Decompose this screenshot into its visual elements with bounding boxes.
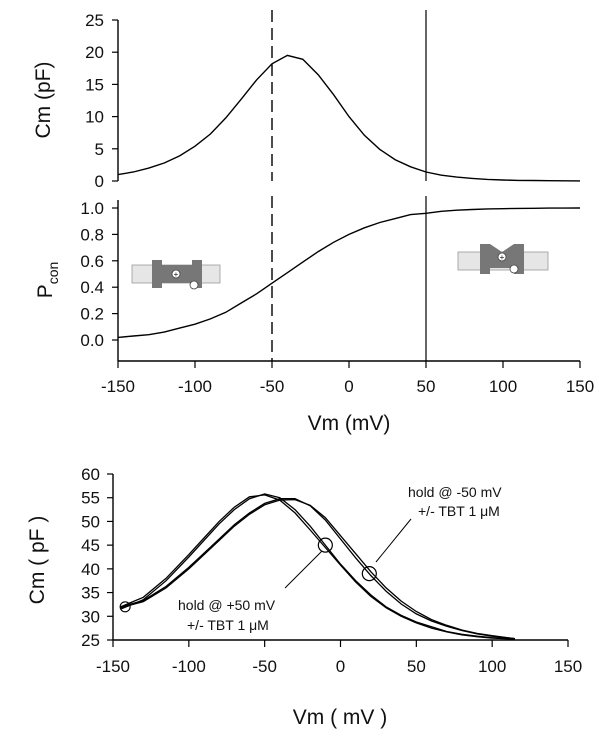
top-y-label: Cm (pF)	[32, 62, 55, 139]
annotation-leader-minus50	[375, 518, 412, 563]
start-marker	[119, 601, 131, 613]
bot-cm-series-1	[120, 494, 515, 640]
bottom-panel: 25 30 35 40 45 50 55 60 -150 -100 -50 0 50 100 150 Cm…	[26, 465, 582, 729]
top-y-tick-label: 10	[85, 108, 104, 127]
annotation-leader-plus50	[284, 550, 323, 589]
mid-x-tick-label: -50	[260, 377, 285, 396]
svg-text:+: +	[174, 270, 179, 279]
top-y-ticks: 0 5 10 15 20 25	[85, 11, 118, 191]
mid-y-label-main: P	[34, 284, 57, 298]
bot-x-tick-label: -50	[252, 657, 277, 676]
mid-x-label: Vm (mV)	[308, 412, 391, 435]
mid-pcon-curve	[117, 207, 581, 339]
mid-y-tick-label: 0.2	[80, 305, 104, 324]
mid-x-tick-label: -150	[101, 377, 135, 396]
bot-y-tick-label: 30	[81, 607, 100, 626]
top-y-tick-label: 25	[85, 11, 104, 30]
annotation-marker-plus50	[317, 537, 333, 553]
bot-y-tick-label: 50	[81, 512, 100, 531]
bot-y-tick-label: 35	[81, 584, 100, 603]
top-panel: 0 5 10 15 20 25 Cm (pF)	[32, 10, 581, 191]
bot-y-tick-label: 40	[81, 560, 100, 579]
middle-panel: 0.00.20.40.60.81.0 -150 -100 -50 0 50 100 150 …	[34, 196, 594, 435]
annotation-minus50-line2: +/- TBT 1 μM	[418, 503, 500, 519]
bot-cm-series-3	[120, 498, 515, 640]
top-y-tick-label: 20	[85, 43, 104, 62]
top-y-tick-label: 15	[85, 75, 104, 94]
bot-x-label: Vm ( mV )	[293, 706, 388, 729]
mid-x-tick-label: 100	[489, 377, 517, 396]
bot-x-tick-label: 50	[407, 657, 426, 676]
mid-x-ticks: -150 -100 -50 0 50 100 150	[101, 361, 594, 396]
membrane-protein-expanded-icon: +	[457, 244, 549, 274]
mid-y-tick-label: 0.4	[80, 278, 104, 297]
membrane-protein-compact-icon: +	[131, 260, 221, 290]
bot-y-tick-label: 45	[81, 536, 100, 555]
svg-text:+: +	[500, 253, 505, 262]
top-y-tick-label: 0	[95, 172, 104, 191]
mid-x-tick-label: 150	[566, 377, 594, 396]
bot-y-tick-label: 25	[81, 631, 100, 650]
mid-y-label: Pcon	[34, 262, 61, 299]
annotation-plus50-line1: hold @ +50 mV	[178, 597, 276, 613]
bot-x-ticks: -150 -100 -50 0 50 100 150	[96, 640, 582, 676]
mid-x-tick-label: 0	[344, 377, 353, 396]
mid-y-ticks: 0.0 0.2 0.4 0.6 0.8 1.0	[80, 199, 118, 350]
mid-y-tick-label: 1.0	[80, 199, 104, 218]
bot-x-tick-label: 150	[554, 657, 582, 676]
mid-y-label-sub: con	[45, 262, 61, 285]
bot-x-tick-label: -100	[172, 657, 206, 676]
bot-x-tick-label: -150	[96, 657, 130, 676]
mid-y-tick-label: 0.0	[80, 331, 104, 350]
bot-y-ticks: 25 30 35 40 45 50 55 60	[81, 465, 113, 650]
bot-cm-curves	[120, 493, 515, 640]
annotation-minus50-line1: hold @ -50 mV	[408, 484, 502, 500]
top-y-tick-label: 5	[95, 140, 104, 159]
bot-y-label: Cm ( pF )	[26, 516, 49, 605]
bot-y-tick-label: 60	[81, 465, 100, 484]
bot-cm-series-2	[120, 498, 515, 640]
annotation-plus50-line2: +/- TBT 1 μM	[187, 617, 269, 633]
top-cm-curve	[117, 54, 581, 182]
bot-x-tick-label: 100	[478, 657, 506, 676]
mid-y-tick-label: 0.6	[80, 252, 104, 271]
mid-y-tick-label: 0.8	[80, 225, 104, 244]
bot-x-tick-label: 0	[336, 657, 345, 676]
bot-y-tick-label: 55	[81, 489, 100, 508]
annotation-marker-minus50	[361, 565, 377, 582]
mid-x-tick-label: -100	[178, 377, 212, 396]
mid-x-tick-label: 50	[417, 377, 436, 396]
